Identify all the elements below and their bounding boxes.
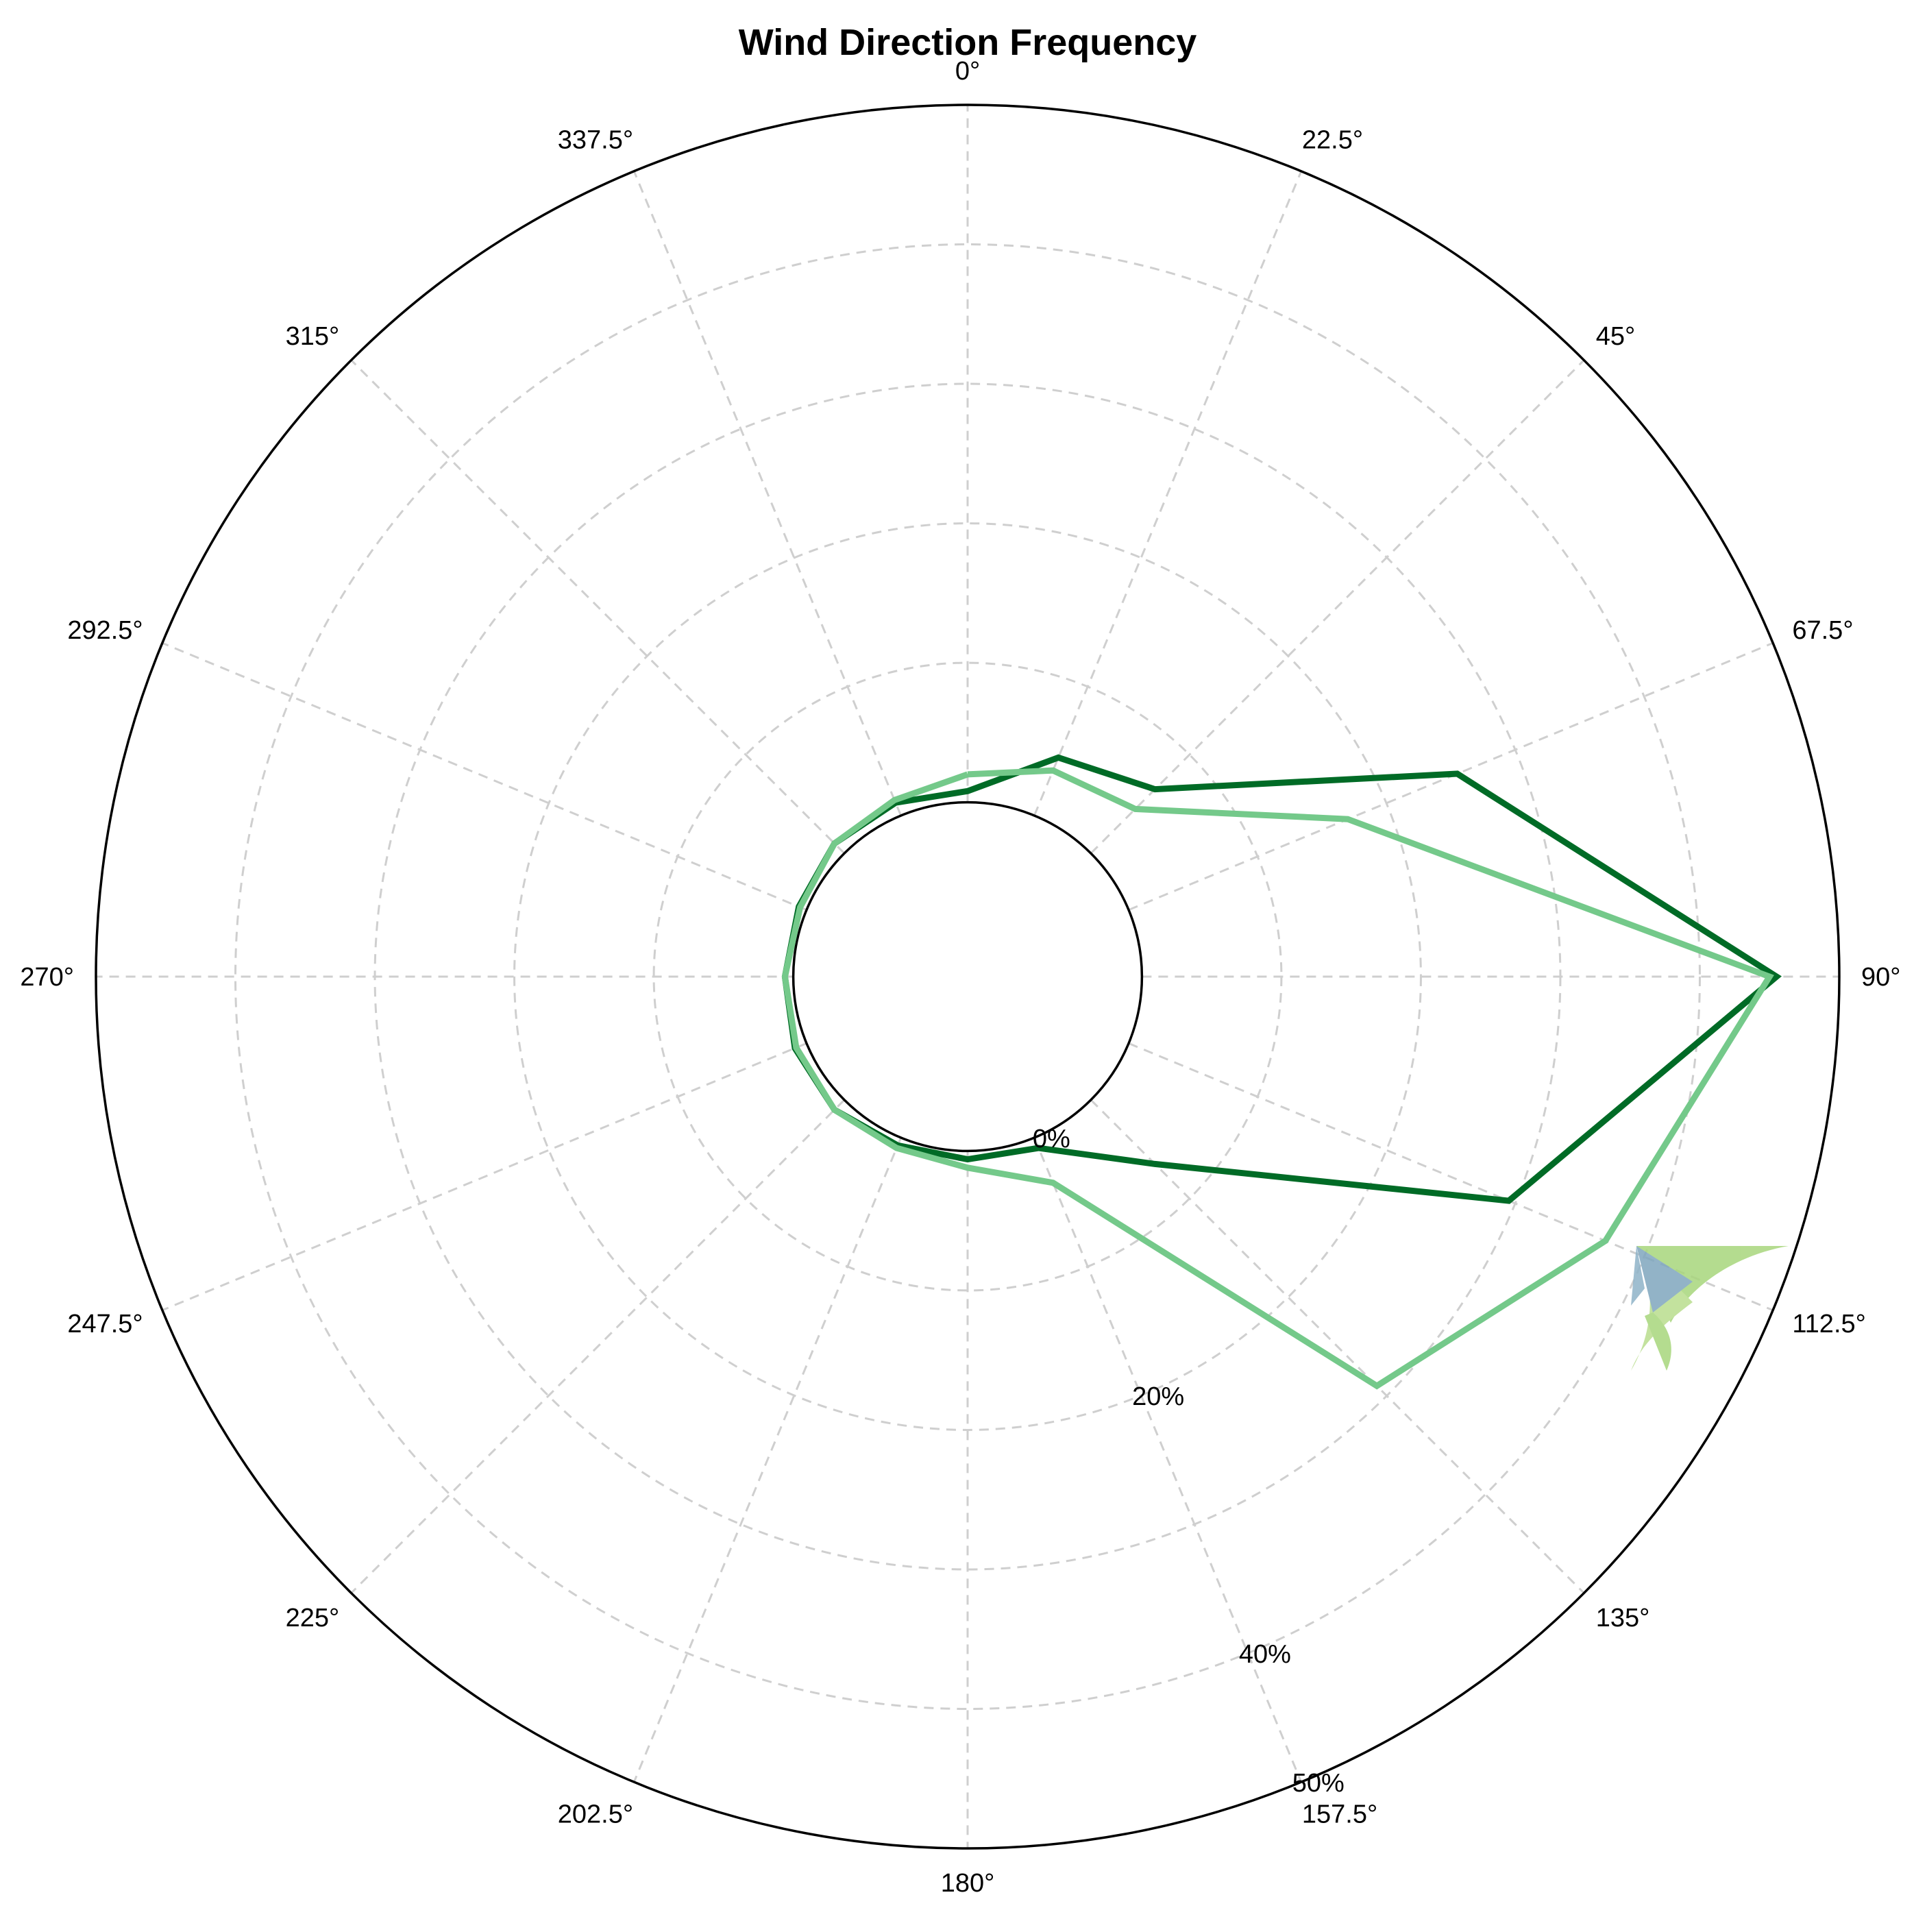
grid-spoke-135 — [1090, 1099, 1585, 1594]
grid-spoke-292-5 — [162, 641, 807, 912]
angle-label-337-5: 337.5° — [558, 126, 633, 155]
chart-title: Wind Direction Frequency — [739, 22, 1197, 63]
series-lines — [781, 754, 1782, 1390]
angle-label-45: 45° — [1596, 322, 1635, 351]
angle-label-202-5: 202.5° — [558, 1800, 633, 1829]
angle-label-157-5: 157.5° — [1302, 1800, 1377, 1829]
angle-label-270: 270° — [20, 963, 74, 992]
angle-label-0: 0° — [955, 57, 980, 86]
angle-label-247-5: 247.5° — [67, 1310, 143, 1338]
radial-label-40: 40% — [1239, 1640, 1291, 1669]
polar-axis-rings — [95, 103, 1841, 1850]
angle-tick-labels: 0° 22.5° 45° 67.5° 90° 112.5° 135° 157.5° 180° 20… — [20, 57, 1900, 1898]
outer-ring — [95, 103, 1841, 1850]
series-line-2 — [781, 767, 1774, 1390]
grid-spoke-225 — [350, 1099, 846, 1594]
angle-label-225: 225° — [286, 1604, 340, 1633]
grid-spoke-157-5 — [1033, 1137, 1303, 1783]
angle-label-180: 180° — [941, 1869, 995, 1898]
radial-label-0: 0% — [1033, 1125, 1070, 1153]
grid-spoke-22-5 — [1033, 171, 1303, 816]
grid-spoke-202-5 — [633, 1137, 903, 1783]
inner-ring — [791, 800, 1144, 1153]
grid-spoke-45 — [1090, 359, 1585, 855]
grid-ring-40 — [234, 243, 1701, 1710]
radial-tick-labels: 0% 20% 40% 50% — [1033, 1125, 1345, 1798]
radial-label-50: 50% — [1292, 1769, 1345, 1798]
angle-label-292-5: 292.5° — [67, 616, 143, 645]
angle-label-67-5: 67.5° — [1792, 616, 1853, 645]
angle-label-135: 135° — [1596, 1604, 1650, 1633]
angle-label-112-5: 112.5° — [1792, 1310, 1865, 1338]
grid-spoke-247-5 — [162, 1042, 807, 1312]
angle-label-22-5: 22.5° — [1302, 126, 1363, 155]
radial-label-20: 20% — [1132, 1382, 1184, 1411]
grid-spoke-337-5 — [633, 171, 903, 816]
grid-ring-20 — [513, 522, 1422, 1431]
polar-grid — [96, 105, 1839, 1848]
grid-spoke-315 — [350, 359, 846, 855]
angle-label-90: 90° — [1861, 963, 1900, 992]
kite-logo-icon — [1631, 1246, 1789, 1371]
angle-label-315: 315° — [286, 322, 340, 351]
